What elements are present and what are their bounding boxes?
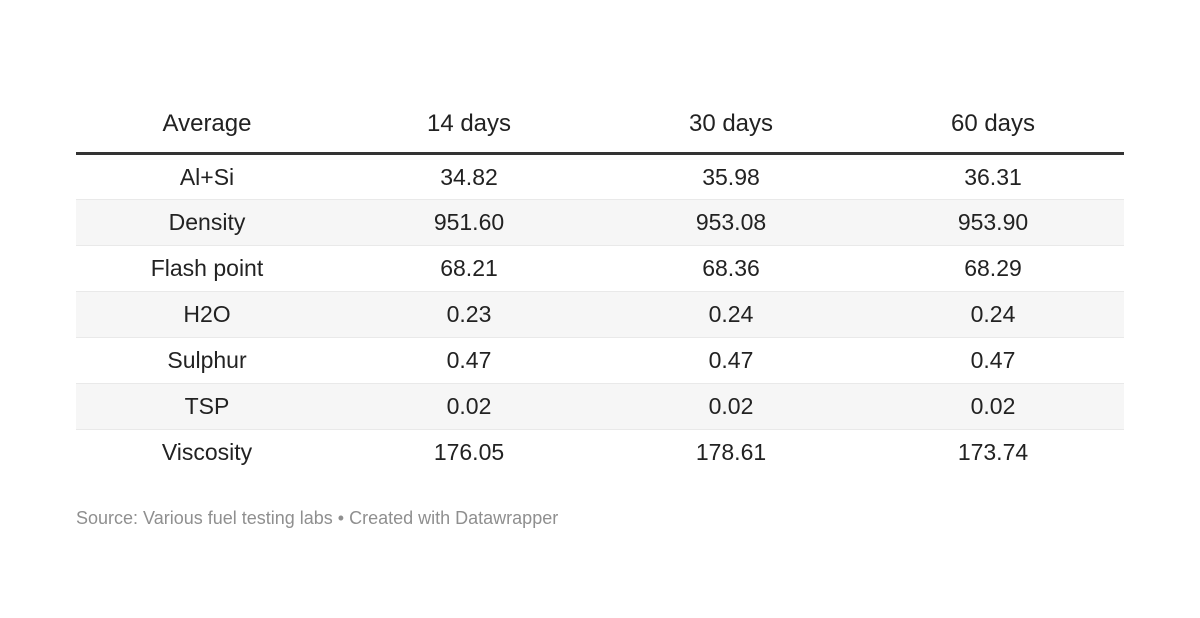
cell-value: 0.02 [600, 383, 862, 430]
cell-value: 0.47 [862, 337, 1124, 384]
row-label: Sulphur [76, 337, 338, 384]
header-row: Average 14 days 30 days 60 days [76, 94, 1124, 155]
source-attribution: Source: Various fuel testing labs • Crea… [76, 507, 559, 528]
table-row: Flash point 68.21 68.36 68.29 [76, 245, 1124, 292]
column-header: 60 days [862, 94, 1124, 155]
table-row: Viscosity 176.05 178.61 173.74 [76, 429, 1124, 476]
cell-value: 0.23 [338, 291, 600, 338]
row-label: Flash point [76, 245, 338, 292]
cell-value: 0.47 [600, 337, 862, 384]
table-row: Density 951.60 953.08 953.90 [76, 199, 1124, 246]
cell-value: 0.24 [600, 291, 862, 338]
cell-value: 0.02 [338, 383, 600, 430]
row-label: Al+Si [179, 163, 235, 190]
column-header: 14 days [338, 94, 600, 155]
cell-value: 35.98 [702, 163, 760, 190]
cell-value: 176.05 [338, 429, 600, 476]
table-header: Average 14 days 30 days 60 days [76, 94, 1124, 155]
cell-value: 953.08 [600, 199, 862, 246]
cell-value: 0.24 [862, 291, 1124, 338]
table-row: Al+Si 34.82 35.98 36.31 [76, 154, 1124, 200]
cell-value: 68.29 [862, 245, 1124, 292]
cell-value: 68.21 [338, 245, 600, 292]
data-table: Average 14 days 30 days 60 days Al+Si 34… [76, 94, 1124, 476]
cell-value: 951.60 [338, 199, 600, 246]
column-header: Average [76, 94, 338, 155]
cell-value: 68.36 [600, 245, 862, 292]
cell-value: 0.47 [338, 337, 600, 384]
cell-value: 953.90 [862, 199, 1124, 246]
table-row: TSP 0.02 0.02 0.02 [76, 383, 1124, 430]
row-label: TSP [76, 383, 338, 430]
table-row: Sulphur 0.47 0.47 0.47 [76, 337, 1124, 384]
cell-value: 173.74 [862, 429, 1124, 476]
cell-value: 36.31 [964, 163, 1022, 190]
row-label: Density [76, 199, 338, 246]
cell-value: 34.82 [440, 163, 498, 190]
column-header: 30 days [600, 94, 862, 155]
row-label: H2O [76, 291, 338, 338]
row-label: Viscosity [76, 429, 338, 476]
table-body: Al+Si 34.82 35.98 36.31 Density 951.60 9… [76, 154, 1124, 476]
table-row: H2O 0.23 0.24 0.24 [76, 291, 1124, 338]
datawrapper-table-widget: Average 14 days 30 days 60 days Al+Si 34… [76, 94, 1124, 529]
cell-value: 178.61 [600, 429, 862, 476]
cell-value: 0.02 [862, 383, 1124, 430]
